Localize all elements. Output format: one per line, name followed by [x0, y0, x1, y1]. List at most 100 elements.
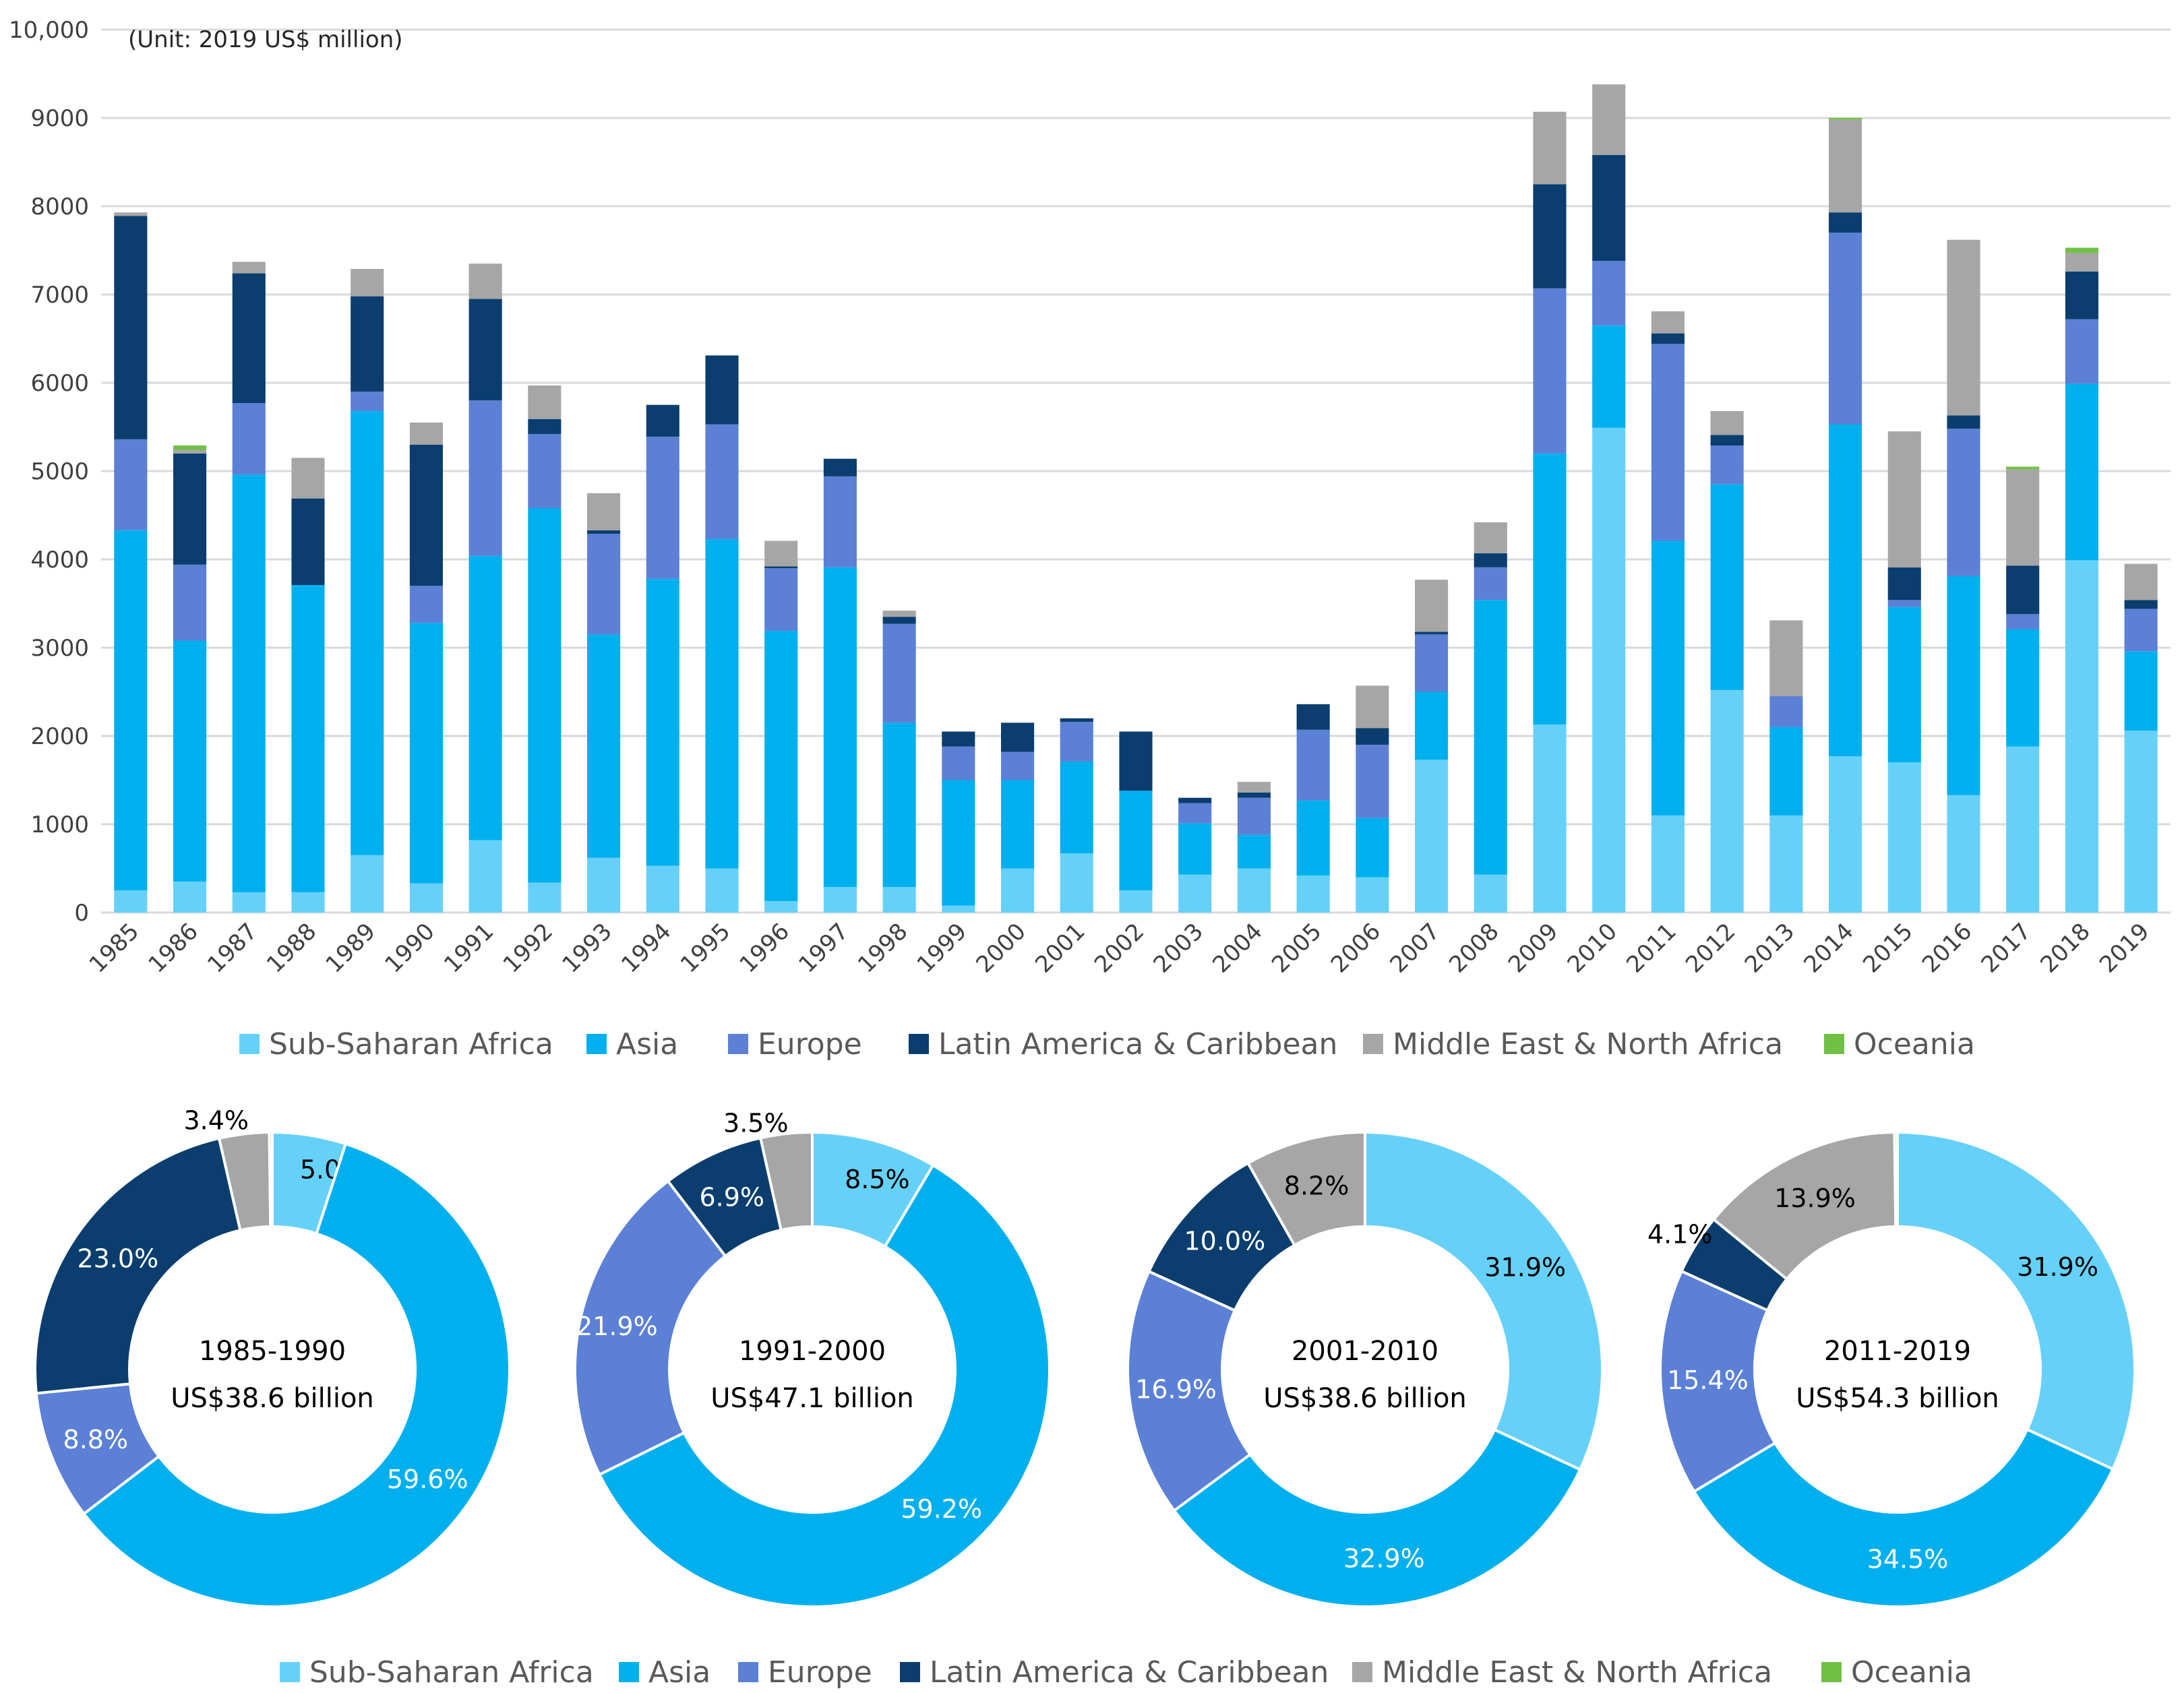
bar-stack-1991	[468, 264, 502, 913]
bar-oceania-1986	[173, 445, 207, 450]
stacked-bar-chart: 0 1000 2000 3000 4000 5000 6000 7000 8000 9000 10,…	[9, 17, 2171, 979]
bar-sub-saharan-africa-2004	[1237, 868, 1271, 913]
x-tick-label: 1988	[262, 918, 322, 978]
bar-stack-1992	[528, 385, 562, 913]
bar-europe-2018	[2065, 319, 2098, 384]
legend-swatch	[239, 1034, 260, 1054]
bar-asia-2012	[1710, 484, 1744, 690]
bar-europe-2004	[1237, 797, 1271, 835]
bar-middle-east-and-north-africa-2018	[2065, 253, 2098, 272]
x-tick-label: 2001	[1030, 918, 1090, 978]
bar-latin-america-and-caribbean-1985	[114, 216, 148, 439]
bar-asia-2007	[1415, 691, 1449, 760]
bar-middle-east-and-north-africa-2019	[2124, 563, 2158, 601]
bar-middle-east-and-north-africa-2006	[1356, 685, 1389, 729]
bar-europe-2009	[1533, 288, 1567, 454]
bar-sub-saharan-africa-1990	[409, 883, 443, 913]
bar-europe-1990	[409, 586, 443, 623]
slice-label-latin-america-and-caribbean: 23.0%	[77, 1244, 158, 1274]
bar-stack-2003	[1178, 797, 1212, 913]
bar-asia-1987	[232, 474, 266, 892]
bar-stack-1990	[409, 422, 443, 913]
bar-latin-america-and-caribbean-2002	[1119, 731, 1153, 791]
slice-asia	[1172, 1427, 1582, 1608]
bar-middle-east-and-north-africa-2007	[1415, 580, 1449, 632]
bar-stack-2005	[1296, 704, 1330, 913]
donut-2011-2019: 31.9% 34.5% 15.4% 4.1% 13.9% 2011-2019 US$54.3…	[1647, 1130, 2136, 1608]
x-tick-label: 2008	[1444, 918, 1504, 978]
bar-asia-2016	[1947, 576, 1980, 795]
bar-asia-2009	[1533, 453, 1567, 725]
x-tick-label: 2012	[1680, 918, 1740, 978]
donut-center-period: 2001-2010	[1292, 1336, 1438, 1367]
slice-label-sub-saharan-africa: 31.9%	[1484, 1252, 1566, 1282]
bar-asia-1996	[764, 631, 798, 901]
slice-middle-east-and-north-africa	[1246, 1130, 1366, 1248]
x-tick-label: 1991	[439, 918, 499, 978]
x-tick-label: 1995	[675, 918, 735, 978]
legend-swatch	[1363, 1034, 1383, 1054]
bar-asia-1986	[173, 640, 207, 882]
bar-stack-2013	[1769, 620, 1803, 913]
bar-sub-saharan-africa-2009	[1533, 724, 1567, 913]
bar-sub-saharan-africa-2005	[1296, 875, 1330, 913]
bar-stack-1993	[587, 493, 621, 913]
bar-sub-saharan-africa-2018	[2065, 560, 2098, 913]
legend-item-latin-america-and-caribbean: Latin America & Caribbean	[909, 1027, 1337, 1061]
bar-latin-america-and-caribbean-1997	[823, 458, 857, 476]
bar-middle-east-and-north-africa-1998	[882, 610, 916, 617]
slice-label-europe: 15.4%	[1667, 1365, 1749, 1395]
bar-middle-east-and-north-africa-1986	[173, 450, 207, 454]
bar-middle-east-and-north-africa-1996	[764, 541, 798, 567]
bar-sub-saharan-africa-2000	[1001, 868, 1035, 913]
legend-swatch	[1821, 1662, 1842, 1682]
bar-asia-1988	[291, 584, 325, 892]
bar-asia-2002	[1119, 791, 1153, 891]
bar-sub-saharan-africa-2016	[1947, 795, 1980, 913]
bar-europe-2015	[1887, 600, 1921, 607]
bar-asia-2018	[2065, 383, 2098, 561]
x-tick-label: 2010	[1563, 918, 1622, 978]
bar-stack-2016	[1947, 239, 1980, 913]
legend-swatch	[728, 1034, 748, 1054]
y-tick-label: 4000	[30, 547, 89, 574]
donut-center-period: 2011-2019	[1824, 1336, 1971, 1367]
bar-stack-2008	[1474, 522, 1507, 913]
bar-sub-saharan-africa-2006	[1356, 877, 1389, 913]
y-tick-label: 7000	[30, 282, 89, 309]
x-tick-label: 2016	[1917, 918, 1977, 978]
bar-europe-2006	[1356, 745, 1389, 818]
bar-asia-1994	[646, 578, 679, 866]
bar-latin-america-and-caribbean-1990	[409, 444, 443, 586]
bar-stack-2017	[2006, 466, 2040, 913]
y-tick-label: 1000	[30, 811, 89, 838]
bar-europe-1985	[114, 439, 148, 530]
bar-sub-saharan-africa-1995	[705, 868, 739, 913]
x-tick-label: 2000	[971, 918, 1031, 978]
bar-sub-saharan-africa-1993	[587, 857, 621, 913]
legend-label: Europe	[758, 1027, 862, 1061]
bar-stack-1997	[823, 458, 857, 913]
donut-center-total: US$47.1 billion	[710, 1383, 914, 1414]
bar-latin-america-and-caribbean-1995	[705, 355, 739, 425]
bar-stack-1987	[232, 261, 266, 913]
slice-sub-saharan-africa	[1364, 1130, 1604, 1472]
bar-latin-america-and-caribbean-2003	[1178, 797, 1212, 803]
bar-sub-saharan-africa-1999	[942, 905, 975, 913]
bar-sub-saharan-africa-2013	[1769, 815, 1803, 913]
bar-europe-2017	[2006, 614, 2040, 629]
bar-stack-1985	[114, 212, 148, 913]
bar-latin-america-and-caribbean-2018	[2065, 271, 2098, 319]
x-tick-label: 1989	[321, 918, 381, 978]
bar-asia-1999	[942, 780, 975, 906]
legend-label: Middle East & North Africa	[1393, 1027, 1783, 1061]
x-tick-label: 2004	[1207, 918, 1267, 978]
gridlines	[101, 28, 2171, 914]
slice-label-middle-east-and-north-africa: 8.2%	[1284, 1171, 1349, 1200]
x-tick-label: 2011	[1621, 918, 1681, 978]
bar-sub-saharan-africa-2003	[1178, 874, 1212, 913]
bar-europe-2007	[1415, 634, 1449, 692]
